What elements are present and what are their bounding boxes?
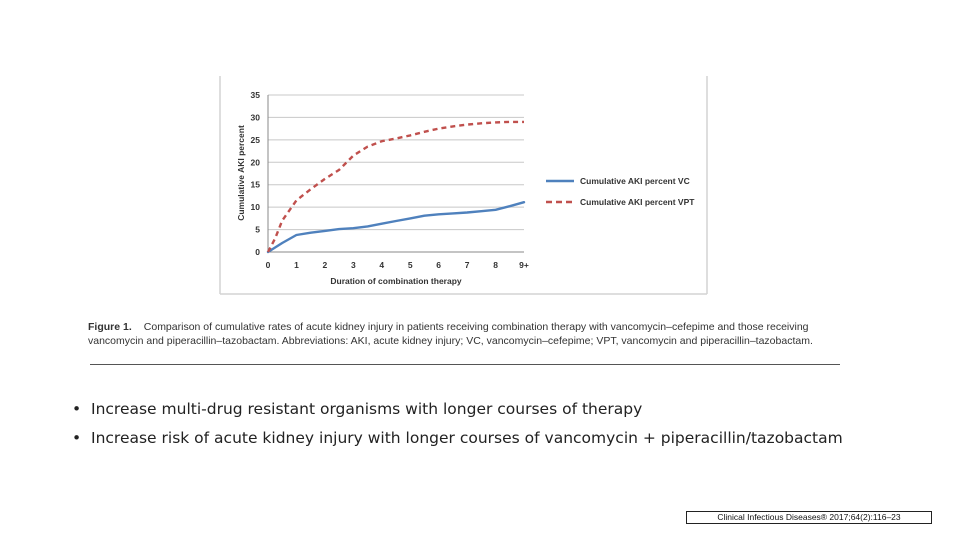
citation-box: Clinical Infectious Diseases® 2017;64(2)…	[686, 511, 932, 524]
y-tick-label: 25	[251, 135, 261, 145]
y-tick-label: 30	[251, 112, 261, 122]
bullet-item: • Increase risk of acute kidney injury wi…	[72, 429, 843, 447]
y-axis-label: Cumulative AKI percent	[236, 125, 246, 221]
bullet-item: • Increase multi-drug resistant organisms…	[72, 400, 843, 418]
x-tick-label: 2	[323, 260, 328, 270]
bullet-icon: •	[72, 400, 82, 418]
x-tick-label: 5	[408, 260, 413, 270]
y-tick-label: 35	[251, 90, 261, 100]
x-tick-label: 8	[493, 260, 498, 270]
y-tick-label: 5	[255, 225, 260, 235]
y-tick-label: 15	[251, 180, 261, 190]
bullet-list: • Increase multi-drug resistant organisms…	[72, 400, 843, 458]
y-tick-label: 10	[251, 202, 261, 212]
x-tick-label: 1	[294, 260, 299, 270]
bullet-text: Increase multi-drug resistant organisms …	[91, 400, 643, 418]
x-tick-label: 4	[379, 260, 384, 270]
series-line-vpt	[266, 120, 524, 253]
figure-caption: Figure 1. Comparison of cumulative rates …	[88, 320, 858, 348]
figure-caption-text: Comparison of cumulative rates of acute …	[88, 321, 813, 347]
y-tick-label: 20	[251, 157, 261, 167]
x-axis-label: Duration of combination therapy	[330, 276, 462, 286]
x-tick-label: 7	[465, 260, 470, 270]
x-tick-label: 0	[266, 260, 271, 270]
x-tick-label: 6	[436, 260, 441, 270]
bullet-text: Increase risk of acute kidney injury wit…	[91, 429, 843, 447]
x-tick-label: 3	[351, 260, 356, 270]
legend-label-vpt: Cumulative AKI percent VPT	[580, 197, 695, 207]
bullet-icon: •	[72, 429, 82, 447]
x-tick-label: 9+	[519, 260, 529, 270]
y-tick-label: 0	[255, 247, 260, 257]
divider-line	[90, 364, 840, 365]
series-line-vc	[266, 201, 526, 254]
figure-label: Figure 1.	[88, 321, 132, 333]
legend-label-vc: Cumulative AKI percent VC	[580, 176, 690, 186]
